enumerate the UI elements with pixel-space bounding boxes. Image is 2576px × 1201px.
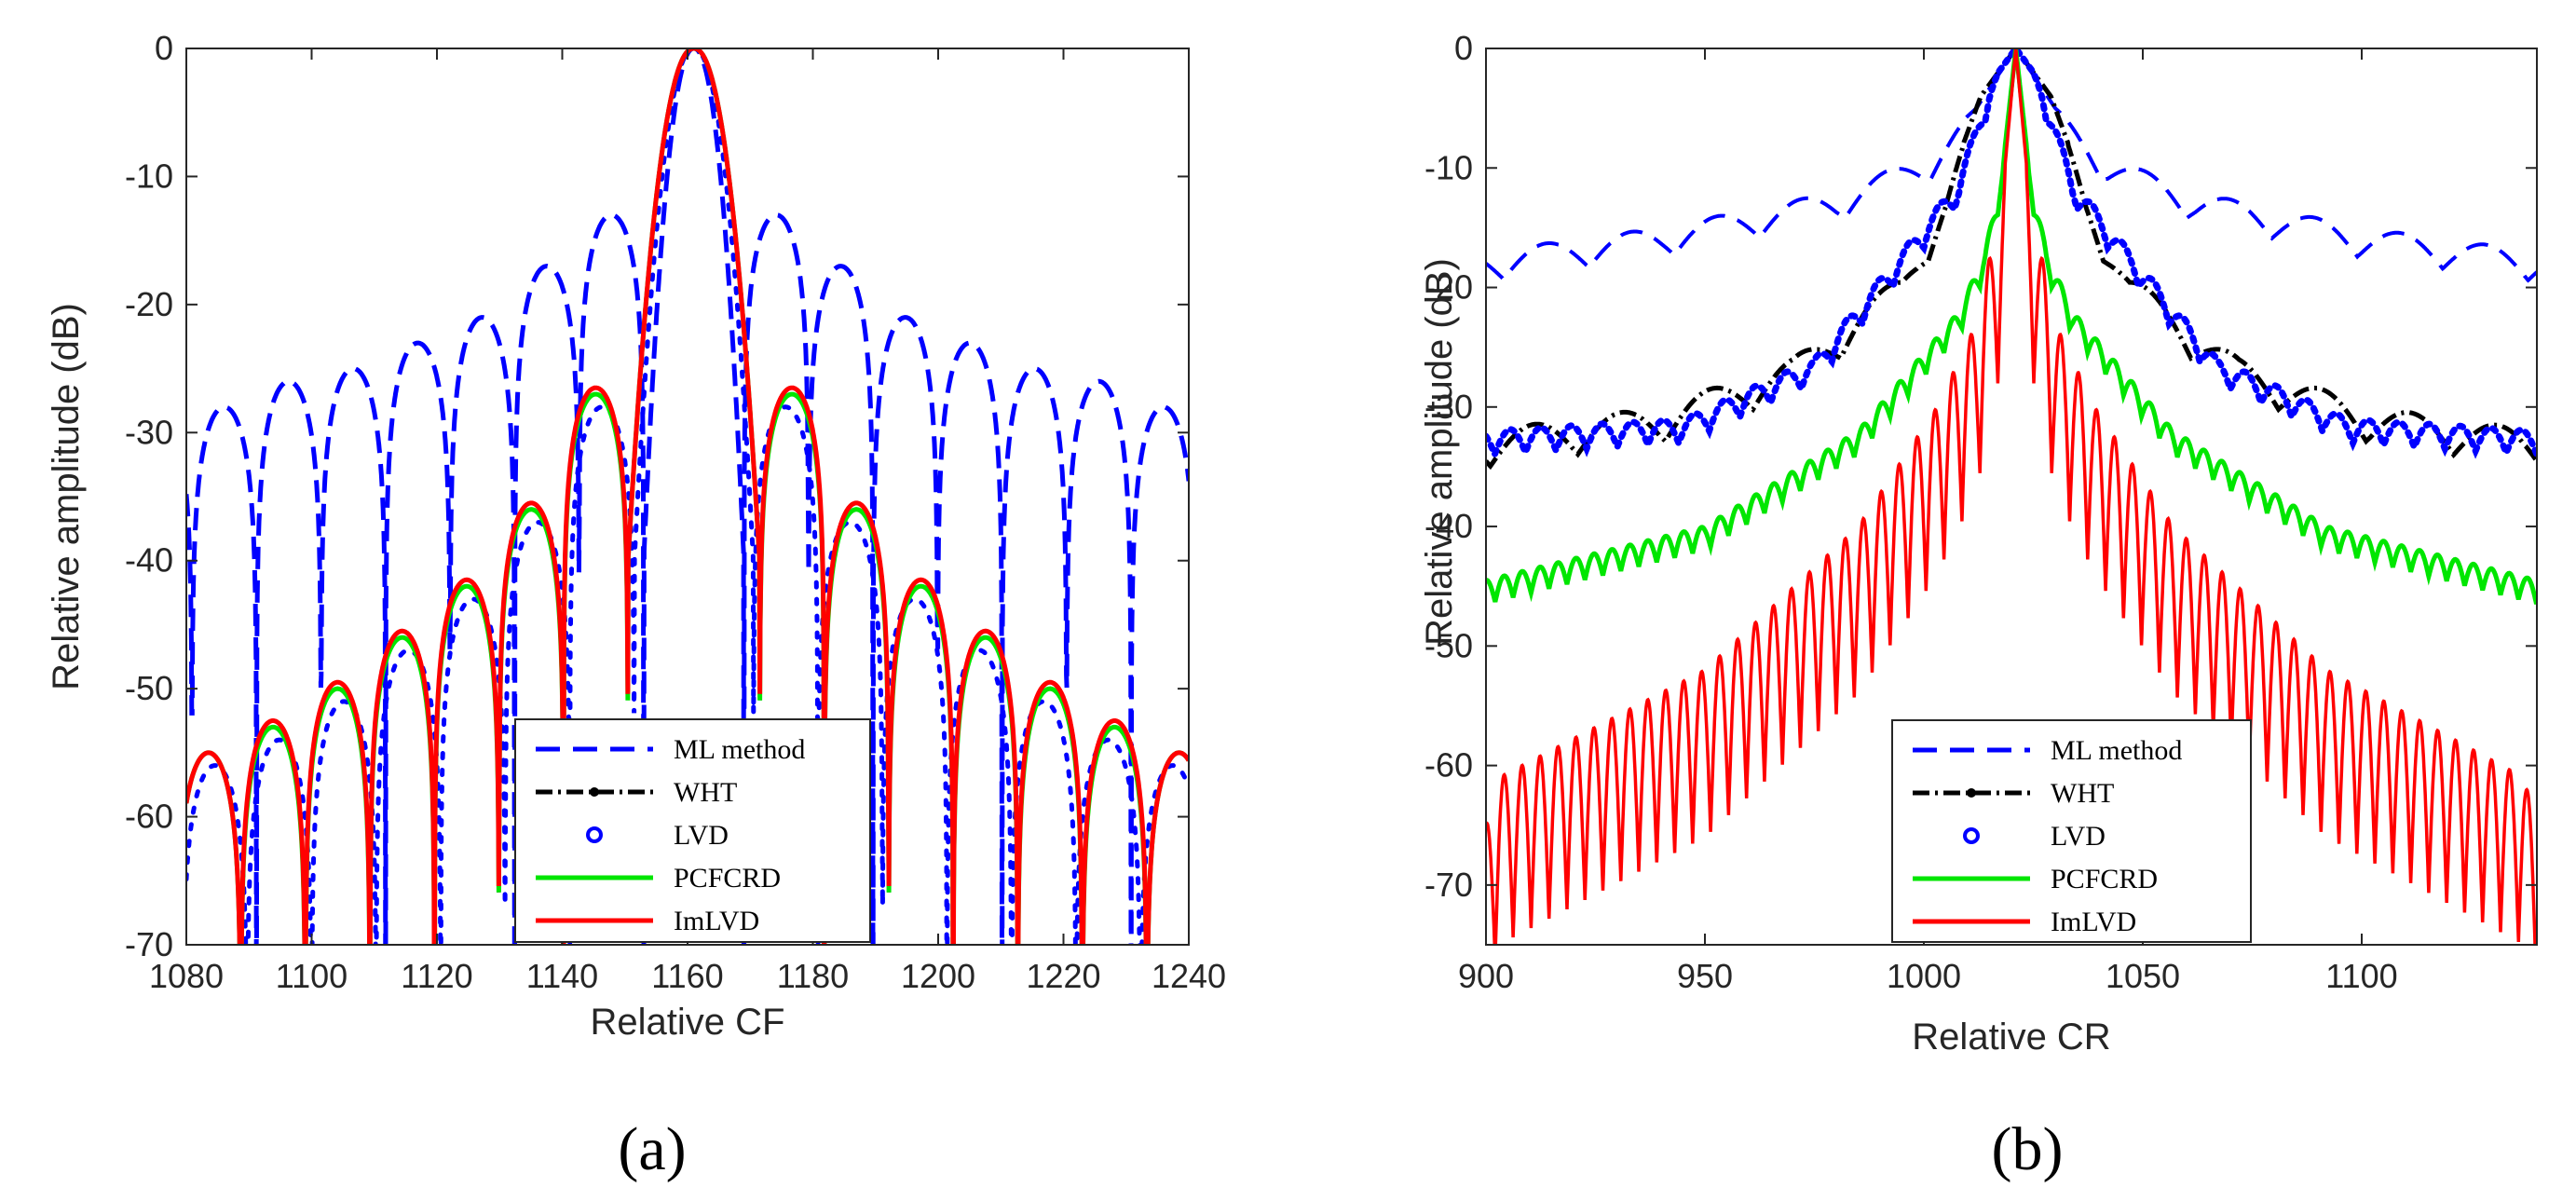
x-tick-label-b: 900 xyxy=(1458,957,1514,995)
panel-b: 900 950 1000 1050 1100 0 -10 -20 -30 -40 -50 -60 -7… xyxy=(1419,29,2538,1183)
panel-a: 1080 1100 1120 1140 1160 1180 1200 1220 1240 0 -1… xyxy=(46,29,1226,1183)
y-tick-label-a: -50 xyxy=(125,669,173,707)
legend-label-wht: WHT xyxy=(674,777,737,808)
legend-a: ML method WHT LVD PCFCRD ImLVD xyxy=(514,718,871,943)
legend-box-a xyxy=(514,718,871,943)
legend-entries-b: ML method WHT LVD PCFCRD ImLVD xyxy=(1913,735,2182,937)
y-tick-label-a: -20 xyxy=(125,285,173,323)
legend-label-ml-method: ML method xyxy=(674,734,805,765)
y-tick-label-a: -70 xyxy=(125,925,173,963)
axes-frame-b xyxy=(1485,48,2538,946)
legend-b: ML method WHT LVD PCFCRD ImLVD xyxy=(1891,719,2252,943)
legend-label-ml-method: ML method xyxy=(2051,735,2182,766)
x-ticks-b: 900 950 1000 1050 1100 xyxy=(1458,48,2398,995)
legend-label-lvd: LVD xyxy=(2051,821,2106,852)
legend-box-b xyxy=(1891,719,2252,943)
y-tick-label-b: -30 xyxy=(1424,388,1473,426)
y-tick-label-a: -60 xyxy=(125,798,173,836)
x-tick-label-a: 1240 xyxy=(1152,957,1226,995)
x-tick-label-b: 1100 xyxy=(2325,957,2397,995)
series-group-b xyxy=(1486,48,2537,945)
panel-label-b: (b) xyxy=(1992,1115,2064,1183)
x-tick-label-a: 1140 xyxy=(526,957,598,995)
y-ticks-a: 0 -10 -20 -30 -40 -50 -60 -70 xyxy=(125,29,1189,963)
legend-label-lvd: LVD xyxy=(674,820,729,851)
panel-label-a: (a) xyxy=(618,1115,686,1183)
x-tick-label-a: 1200 xyxy=(901,957,975,995)
legend-label-wht: WHT xyxy=(2051,778,2114,809)
y-tick-label-a: -30 xyxy=(125,413,173,451)
y-tick-label-b: -20 xyxy=(1424,268,1473,307)
y-axis-label-a: Relative amplitude (dB) xyxy=(46,303,87,690)
legend-marker-lvd xyxy=(586,826,603,843)
y-tick-label-b: -50 xyxy=(1424,626,1473,664)
y-tick-label-a: -40 xyxy=(125,541,173,580)
y-tick-label-b: -40 xyxy=(1424,507,1473,545)
legend-label-pcfcrd: PCFCRD xyxy=(2051,864,2158,894)
x-tick-label-a: 1080 xyxy=(149,957,224,995)
legend-label-pcfcrd: PCFCRD xyxy=(674,863,781,894)
legend-dot-wht xyxy=(1967,788,1976,798)
x-ticks-a: 1080 1100 1120 1140 1160 1180 1200 1220 1240 xyxy=(149,48,1226,995)
y-tick-label-b: -70 xyxy=(1424,866,1473,904)
series-line-b-imlvd xyxy=(1486,48,2537,945)
x-tick-label-a: 1120 xyxy=(401,957,472,995)
x-tick-label-a: 1160 xyxy=(651,957,723,995)
y-tick-label-a: 0 xyxy=(155,29,173,67)
series-line-a-lvd xyxy=(186,48,1189,945)
x-axis-label-b: Relative CR xyxy=(1912,1017,2110,1058)
y-tick-label-a: -10 xyxy=(125,157,173,195)
x-tick-label-a: 1180 xyxy=(777,957,849,995)
x-tick-label-a: 1220 xyxy=(1026,957,1100,995)
x-tick-label-a: 1100 xyxy=(276,957,348,995)
legend-entries-a: ML method WHT LVD PCFCRD ImLVD xyxy=(536,734,805,936)
legend-dot-wht xyxy=(590,787,599,797)
series-line-b-lvd xyxy=(1486,48,2537,462)
legend-label-imlvd: ImLVD xyxy=(674,906,759,936)
y-tick-label-b: 0 xyxy=(1454,29,1473,67)
x-axis-label-a: Relative CF xyxy=(591,1002,785,1043)
y-tick-label-b: -10 xyxy=(1424,148,1473,186)
x-tick-label-b: 1000 xyxy=(1887,957,1961,995)
x-tick-label-b: 1050 xyxy=(2106,957,2180,995)
y-ticks-b: 0 -10 -20 -30 -40 -50 -60 -70 xyxy=(1424,29,2537,904)
legend-label-imlvd: ImLVD xyxy=(2051,907,2136,937)
x-tick-label-b: 950 xyxy=(1677,957,1733,995)
y-axis-label-b: Relative amplitude (dB) xyxy=(1419,258,1460,646)
legend-marker-lvd xyxy=(1963,827,1980,844)
y-tick-label-b: -60 xyxy=(1424,746,1473,785)
